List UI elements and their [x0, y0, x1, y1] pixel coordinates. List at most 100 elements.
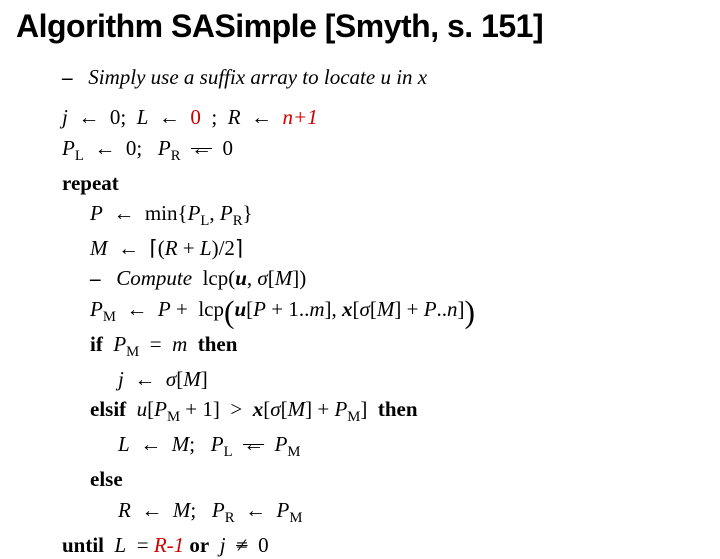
- line-comment: – Compute lcp(u, σ[M]): [62, 264, 704, 292]
- kw-else: else: [90, 467, 123, 491]
- var-j: j: [62, 105, 68, 129]
- assign-icon: ←: [141, 498, 162, 522]
- var-L: L: [115, 533, 127, 557]
- line-P-min: P ← min{PL, PR}: [62, 199, 704, 232]
- var-R: R: [228, 105, 241, 129]
- semi: ;: [120, 105, 126, 129]
- var-M: M: [288, 397, 306, 421]
- plus: +: [271, 297, 283, 321]
- lit-0-red: 0: [190, 105, 201, 129]
- lit-0: 0: [258, 533, 269, 557]
- div2: /2: [219, 236, 235, 260]
- semi: ;: [136, 136, 142, 160]
- kw-until: until: [62, 533, 104, 557]
- var-M: M: [275, 266, 293, 290]
- line-else: else: [62, 465, 704, 493]
- intro-text: Simply use a suffix array to locate u in…: [88, 65, 427, 89]
- lbrack: [: [281, 397, 288, 421]
- sub-L: L: [224, 444, 233, 460]
- rbrack: ]: [394, 297, 401, 321]
- sub-M: M: [347, 409, 360, 425]
- var-sigma: σ: [257, 266, 267, 290]
- plus: +: [317, 397, 329, 421]
- sub-L: L: [75, 148, 84, 164]
- lbrack: [: [268, 266, 275, 290]
- plus: +: [407, 297, 419, 321]
- kw-then: then: [198, 332, 238, 356]
- kw-elsif: elsif: [90, 397, 126, 421]
- line-repeat: repeat: [62, 169, 704, 197]
- lit-1: 1: [202, 397, 213, 421]
- sub-M: M: [289, 510, 302, 526]
- eq: =: [137, 533, 149, 557]
- var-j: j: [220, 533, 226, 557]
- assign-strike-icon: ←: [243, 432, 264, 456]
- lparen: (: [158, 236, 165, 260]
- rbrack: ]: [325, 297, 332, 321]
- assign-icon: ←: [134, 367, 155, 391]
- lit-nplus1: n+1: [283, 105, 318, 129]
- sub-M: M: [287, 444, 300, 460]
- var-M: M: [172, 432, 190, 456]
- page-title: Algorithm SASimple [Smyth, s. 151]: [16, 8, 704, 45]
- assign-icon: ←: [126, 297, 147, 321]
- line-L-M: L ← M; PL ← PM: [62, 430, 704, 463]
- var-R: R: [118, 498, 131, 522]
- line-R-M: R ← M; PR ← PM: [62, 496, 704, 529]
- var-PR: P: [220, 201, 233, 225]
- var-M: M: [90, 236, 108, 260]
- algorithm-block: – Simply use a suffix array to locate u …: [62, 63, 704, 559]
- semi: ;: [189, 432, 195, 456]
- gt: >: [230, 397, 242, 421]
- kw-repeat: repeat: [62, 171, 119, 195]
- comment-compute: Compute: [116, 266, 192, 290]
- var-PR: P: [158, 136, 171, 160]
- var-L: L: [137, 105, 149, 129]
- comma: ,: [247, 266, 252, 290]
- lit-0: 0: [126, 136, 137, 160]
- plus: +: [183, 236, 195, 260]
- var-sigma: σ: [360, 297, 370, 321]
- lit-Rminus1: R-1: [154, 533, 184, 557]
- assign-icon: ←: [140, 432, 161, 456]
- fn-min: min: [145, 201, 178, 225]
- sub-R: R: [233, 213, 243, 229]
- line-init2: PL ← 0; PR ← 0: [62, 134, 704, 167]
- line-until: until L = R-1 or j ≠ 0: [62, 531, 704, 559]
- intro-line: – Simply use a suffix array to locate u …: [62, 63, 704, 91]
- lit-0: 0: [223, 136, 234, 160]
- dots: ..: [299, 297, 310, 321]
- var-n: n: [447, 297, 458, 321]
- line-init1: j ← 0; L ← 0 ; R ← n+1: [62, 103, 704, 131]
- assign-icon: ←: [159, 105, 180, 129]
- kw-or: or: [189, 533, 209, 557]
- var-PM: P: [275, 432, 288, 456]
- fn-lcp: lcp: [198, 297, 224, 321]
- var-sigma: σ: [166, 367, 176, 391]
- var-PM: P: [154, 397, 167, 421]
- rbrack: ]: [458, 297, 465, 321]
- plus: +: [185, 397, 197, 421]
- dash-icon: –: [62, 65, 73, 89]
- rbrack: ]: [213, 397, 220, 421]
- assign-icon: ←: [94, 136, 115, 160]
- var-PM: P: [334, 397, 347, 421]
- sub-M: M: [167, 409, 180, 425]
- var-u: u: [137, 397, 148, 421]
- var-j: j: [118, 367, 124, 391]
- var-M: M: [377, 297, 395, 321]
- line-elsif: elsif u[PM + 1] > x[σ[M] + PM] then: [62, 395, 704, 428]
- rbrack: ]: [305, 397, 312, 421]
- sub-R: R: [171, 148, 181, 164]
- comma: ,: [209, 201, 214, 225]
- rbrace: }: [243, 201, 253, 225]
- semi: ;: [211, 105, 217, 129]
- rbrack: ]: [201, 367, 208, 391]
- assign-icon: ←: [113, 201, 134, 225]
- line-j-sigma: j ← σ[M]: [62, 365, 704, 393]
- assign-icon: ←: [78, 105, 99, 129]
- var-PL: P: [188, 201, 201, 225]
- rparen: ): [212, 236, 219, 260]
- dash-icon: –: [90, 266, 101, 290]
- var-m: m: [309, 297, 324, 321]
